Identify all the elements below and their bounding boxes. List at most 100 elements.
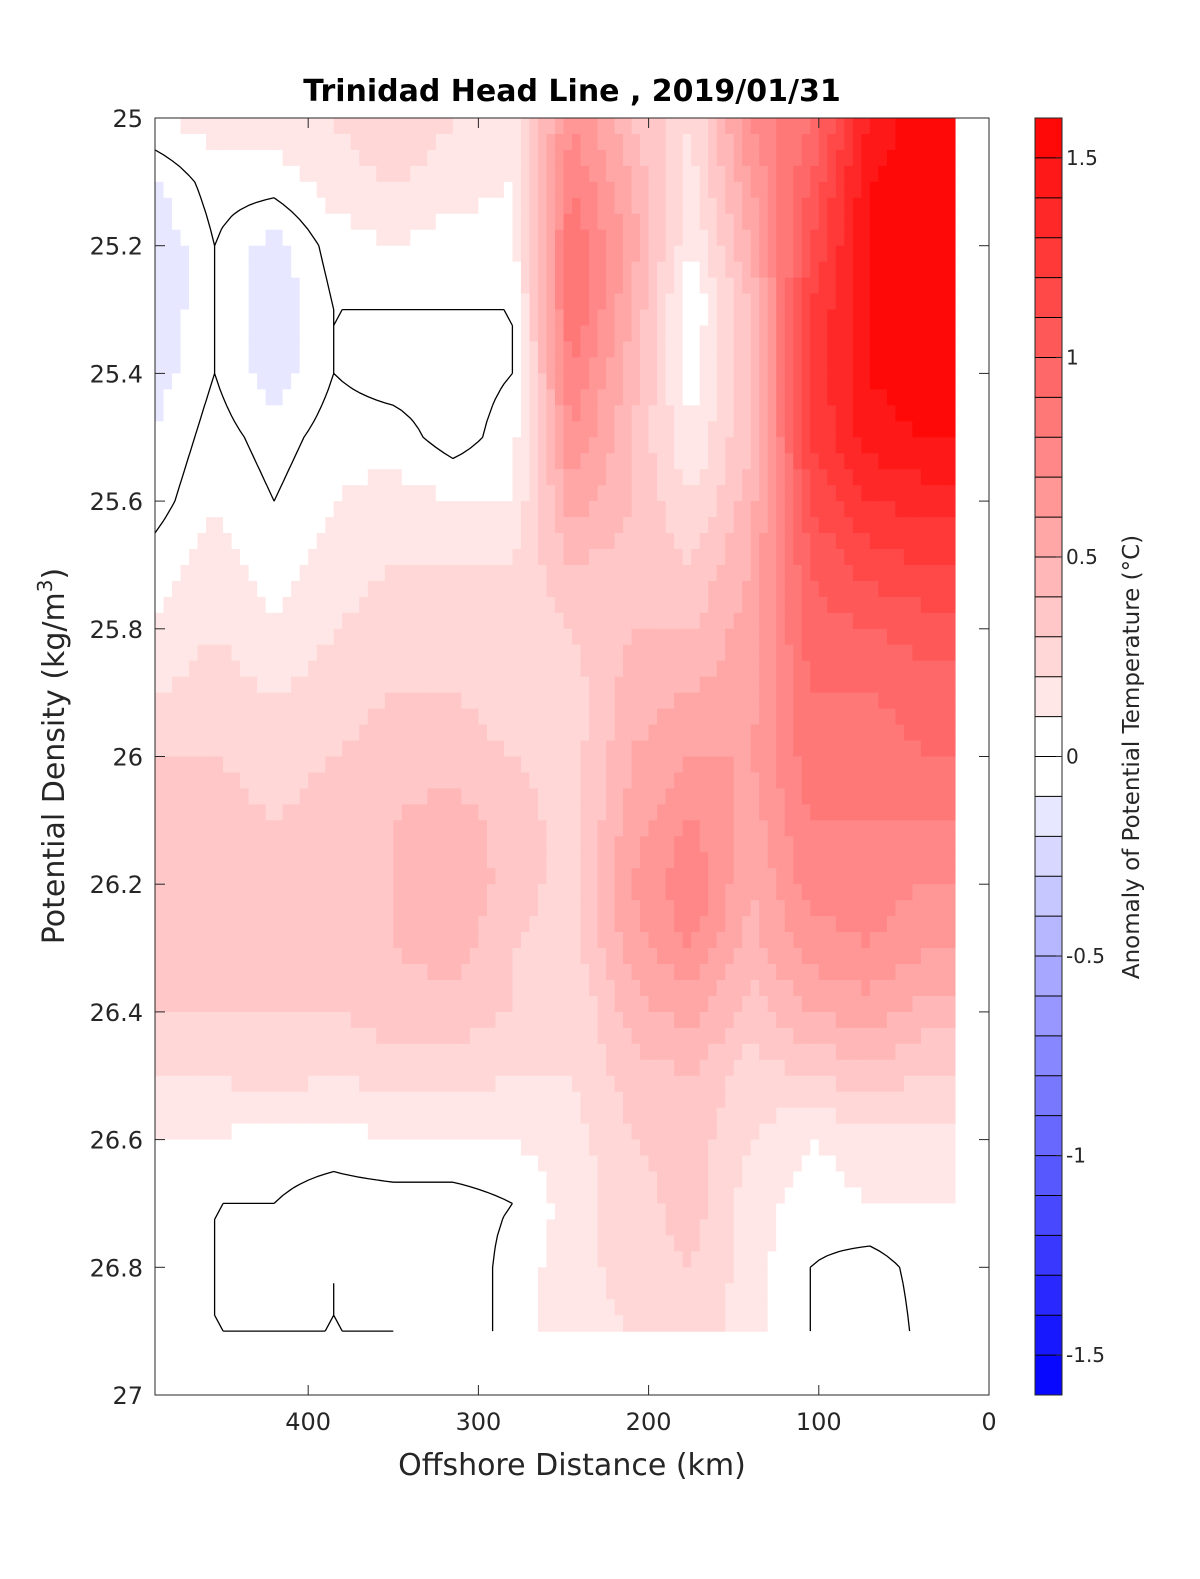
heatmap-cell xyxy=(767,533,777,550)
heatmap-cell xyxy=(274,421,284,438)
heatmap-cell xyxy=(418,357,428,374)
heatmap-cell xyxy=(155,612,165,630)
heatmap-cell xyxy=(444,357,454,374)
heatmap-cell xyxy=(589,884,599,901)
heatmap-cell xyxy=(648,804,658,821)
heatmap-cell xyxy=(444,948,454,965)
heatmap-cell xyxy=(818,389,828,406)
heatmap-cell xyxy=(503,756,514,774)
heatmap-cell xyxy=(231,580,241,598)
heatmap-cell xyxy=(691,501,701,518)
heatmap-cell xyxy=(554,836,565,853)
heatmap-cell xyxy=(861,213,871,231)
heatmap-cell xyxy=(223,309,233,327)
heatmap-cell xyxy=(852,421,862,438)
heatmap-cell xyxy=(725,405,735,422)
heatmap-cell xyxy=(784,197,794,215)
heatmap-cell xyxy=(342,197,352,215)
heatmap-cell xyxy=(520,836,531,853)
heatmap-cell xyxy=(878,245,888,263)
heatmap-cell xyxy=(563,612,573,630)
heatmap-cell xyxy=(665,485,675,502)
heatmap-cell xyxy=(835,900,845,917)
heatmap-cell xyxy=(708,772,718,790)
heatmap-cell xyxy=(308,133,318,151)
heatmap-cell xyxy=(623,932,633,949)
heatmap-cell xyxy=(401,916,411,933)
heatmap-cell xyxy=(810,325,820,343)
heatmap-cell xyxy=(606,165,616,183)
heatmap-cell xyxy=(308,213,318,231)
heatmap-cell xyxy=(401,293,411,311)
heatmap-cell xyxy=(657,165,667,183)
heatmap-cell xyxy=(342,469,352,486)
heatmap-cell xyxy=(776,501,786,518)
heatmap-cell xyxy=(274,293,284,311)
heatmap-cell xyxy=(725,612,735,630)
heatmap-cell xyxy=(733,213,743,231)
heatmap-cell xyxy=(172,772,182,790)
heatmap-cell xyxy=(461,836,471,853)
heatmap-cell xyxy=(793,612,803,630)
heatmap-cell xyxy=(869,692,879,710)
heatmap-cell xyxy=(274,197,284,215)
heatmap-cell xyxy=(418,309,428,327)
heatmap-cell xyxy=(189,564,199,582)
heatmap-cell xyxy=(869,724,879,742)
heatmap-cell xyxy=(784,309,794,327)
heatmap-cell xyxy=(265,868,275,885)
heatmap-cell xyxy=(606,533,616,550)
heatmap-cell xyxy=(410,596,420,614)
heatmap-cell xyxy=(546,133,556,151)
heatmap-cell xyxy=(597,740,607,758)
heatmap-cell xyxy=(580,772,590,790)
heatmap-cell xyxy=(776,293,786,311)
heatmap-cell xyxy=(478,884,488,901)
heatmap-cell xyxy=(248,389,258,406)
heatmap-cell xyxy=(733,852,743,869)
heatmap-cell xyxy=(180,453,190,470)
heatmap-cell xyxy=(393,533,403,550)
heatmap-cell xyxy=(469,517,479,534)
heatmap-cell xyxy=(274,548,284,566)
heatmap-cell xyxy=(529,788,539,805)
heatmap-cell xyxy=(903,932,914,949)
heatmap-cell xyxy=(937,596,948,614)
heatmap-cell xyxy=(554,357,565,374)
heatmap-cell xyxy=(725,596,735,614)
heatmap-cell xyxy=(759,868,769,885)
heatmap-cell xyxy=(367,740,377,758)
heatmap-cell xyxy=(444,229,454,247)
heatmap-cell xyxy=(546,676,556,694)
heatmap-cell xyxy=(648,724,658,742)
heatmap-cell xyxy=(852,309,862,327)
heatmap-cell xyxy=(623,868,633,885)
heatmap-cell xyxy=(427,836,437,853)
heatmap-cell xyxy=(291,485,301,502)
heatmap-cell xyxy=(623,564,633,582)
heatmap-cell xyxy=(546,932,556,949)
heatmap-cell xyxy=(597,676,607,694)
heatmap-cell xyxy=(223,357,233,374)
heatmap-cell xyxy=(716,405,726,422)
heatmap-cell xyxy=(708,788,718,805)
heatmap-cell xyxy=(725,916,735,933)
heatmap-cell xyxy=(546,916,556,933)
heatmap-cell xyxy=(478,517,488,534)
heatmap-cell xyxy=(580,389,590,406)
heatmap-cell xyxy=(248,964,258,981)
heatmap-cell xyxy=(495,932,505,949)
heatmap-cell xyxy=(733,820,743,837)
heatmap-cell xyxy=(435,820,445,837)
heatmap-cell xyxy=(384,548,394,566)
heatmap-cell xyxy=(946,165,956,183)
heatmap-cell xyxy=(912,261,922,279)
heatmap-cell xyxy=(682,261,692,279)
heatmap-cell xyxy=(580,916,590,933)
heatmap-cell xyxy=(401,580,411,598)
heatmap-cell xyxy=(640,836,650,853)
heatmap-cell xyxy=(214,612,224,630)
heatmap-cell xyxy=(767,740,777,758)
heatmap-cell xyxy=(257,884,267,901)
heatmap-cell xyxy=(572,133,582,151)
